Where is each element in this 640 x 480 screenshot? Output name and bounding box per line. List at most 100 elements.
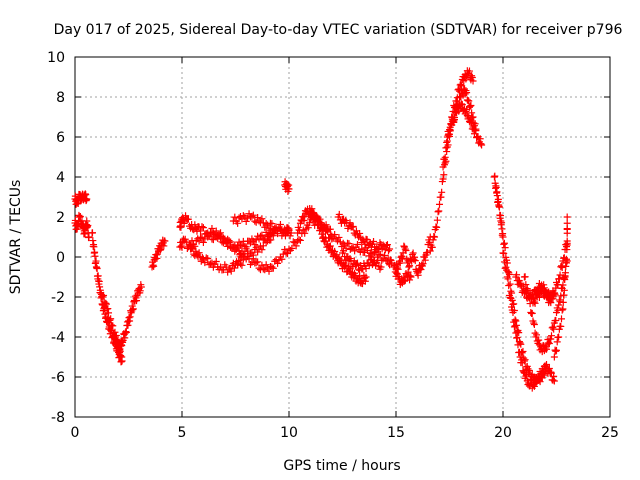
series-sat-q — [390, 261, 415, 288]
data-point — [401, 245, 409, 253]
data-point — [215, 230, 223, 238]
data-point — [560, 286, 568, 294]
data-point — [513, 333, 521, 341]
data-point — [547, 335, 555, 343]
data-point — [111, 328, 119, 336]
data-point — [129, 305, 137, 313]
data-point — [558, 306, 566, 314]
data-point — [274, 227, 282, 235]
data-point — [401, 277, 409, 285]
data-point — [331, 252, 339, 260]
data-point — [331, 231, 339, 239]
data-point — [555, 333, 563, 341]
data-point — [455, 101, 463, 109]
data-point — [361, 277, 369, 285]
data-point — [443, 138, 451, 146]
data-point — [333, 251, 341, 259]
x-tick-label: 15 — [387, 425, 405, 441]
data-point — [543, 361, 551, 369]
data-point — [259, 265, 267, 273]
data-point — [461, 90, 469, 98]
data-point — [417, 266, 425, 274]
data-point — [396, 259, 404, 267]
data-point — [322, 221, 330, 229]
data-point — [258, 215, 266, 223]
data-point — [428, 243, 436, 251]
data-point — [550, 289, 558, 297]
data-point — [504, 275, 512, 283]
data-point — [457, 80, 465, 88]
plot-frame — [74, 56, 611, 418]
x-axis-label: GPS time / hours — [283, 458, 400, 474]
data-point — [268, 220, 276, 228]
data-point — [500, 258, 508, 266]
data-point — [91, 252, 99, 260]
data-point — [501, 244, 509, 252]
data-point — [191, 242, 199, 250]
data-point — [299, 213, 307, 221]
data-point — [406, 272, 414, 280]
data-point — [557, 263, 565, 271]
data-point — [265, 267, 273, 275]
data-point — [555, 296, 563, 304]
data-point — [161, 237, 169, 245]
y-tick-label: -8 — [51, 410, 65, 426]
data-point — [469, 77, 477, 85]
data-point — [189, 225, 197, 233]
data-point — [76, 213, 84, 221]
x-tick-label: 25 — [601, 425, 619, 441]
data-point — [274, 259, 282, 267]
data-point — [540, 369, 548, 377]
data-point — [530, 382, 538, 390]
data-point — [453, 97, 461, 105]
data-point — [535, 376, 543, 384]
data-point — [352, 260, 360, 268]
data-point — [238, 261, 246, 269]
data-point — [227, 267, 235, 275]
data-point — [301, 212, 309, 220]
data-point — [390, 263, 398, 271]
data-point — [421, 256, 429, 264]
data-point — [509, 309, 517, 317]
data-point — [450, 114, 458, 122]
data-point — [106, 316, 114, 324]
data-point — [557, 315, 565, 323]
data-point — [471, 120, 479, 128]
data-point — [313, 214, 321, 222]
data-point — [530, 298, 538, 306]
data-point — [518, 359, 526, 367]
data-point — [93, 265, 101, 273]
data-point — [81, 230, 89, 238]
data-point — [400, 242, 408, 250]
data-point — [391, 261, 399, 269]
data-point — [208, 224, 216, 232]
data-point — [300, 216, 308, 224]
data-point — [295, 236, 303, 244]
data-point — [224, 235, 232, 243]
data-point — [433, 216, 441, 224]
y-tick-label: 10 — [47, 50, 65, 66]
y-tick-label: 6 — [56, 130, 65, 146]
data-point — [553, 338, 561, 346]
data-point — [282, 249, 290, 257]
data-point — [382, 241, 390, 249]
data-point — [270, 229, 278, 237]
data-point — [157, 246, 165, 254]
data-point — [150, 262, 158, 270]
data-point — [556, 271, 564, 279]
series-sat-k — [281, 178, 293, 195]
chart-title: Day 017 of 2025, Sidereal Day-to-day VTE… — [54, 22, 623, 38]
data-point — [555, 275, 563, 283]
data-point — [468, 74, 476, 82]
data-point — [467, 101, 475, 109]
data-point — [548, 332, 556, 340]
data-point — [554, 281, 562, 289]
y-tick-label: 8 — [56, 90, 65, 106]
data-point — [456, 81, 464, 89]
data-point — [559, 298, 567, 306]
data-point — [340, 247, 348, 255]
data-point — [361, 274, 369, 282]
series-sat-m — [306, 212, 396, 269]
data-point — [386, 256, 394, 264]
data-point — [491, 172, 499, 180]
